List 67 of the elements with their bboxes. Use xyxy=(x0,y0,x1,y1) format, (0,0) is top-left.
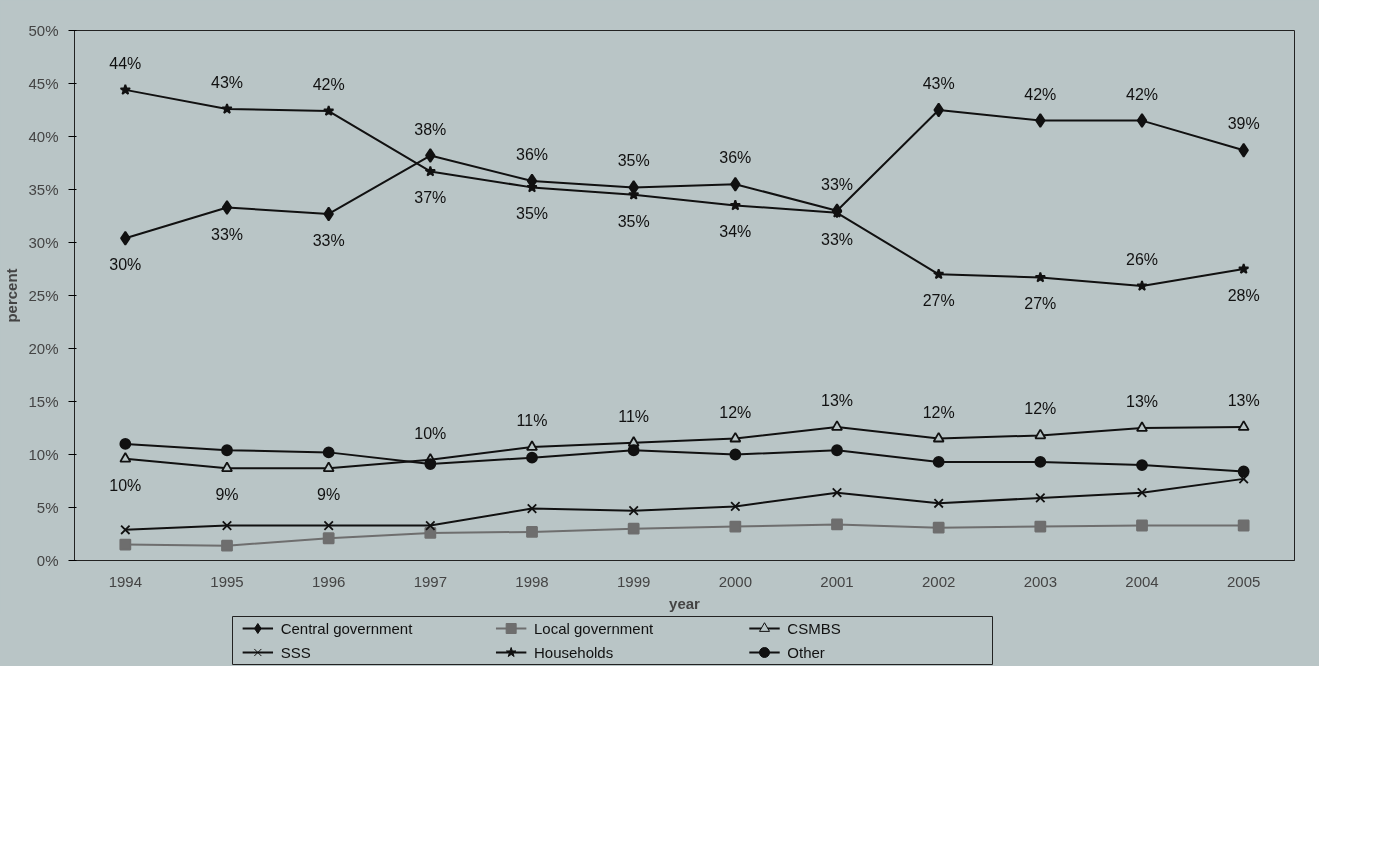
data-label: 35% xyxy=(617,152,650,170)
data-label: 10% xyxy=(109,476,142,494)
data-label: 13% xyxy=(1125,393,1159,410)
data-label: 33% xyxy=(820,230,854,248)
x-tick-label: 2002 xyxy=(921,572,956,590)
y-tick-label: 35% xyxy=(28,181,59,198)
x-tick-label: 1997 xyxy=(413,572,448,590)
y-tick-label: 50% xyxy=(28,22,59,39)
data-label: 33% xyxy=(312,231,345,249)
data-label: 37% xyxy=(414,189,447,207)
data-label: 44% xyxy=(109,54,142,72)
x-tick-label: 2003 xyxy=(1023,572,1058,590)
data-label: 13% xyxy=(820,391,854,409)
data-label: 26% xyxy=(1125,250,1159,268)
legend-label: CSMBS xyxy=(787,620,841,637)
data-label: 34% xyxy=(719,223,752,241)
y-tick-label: 0% xyxy=(36,552,59,569)
data-label: 33% xyxy=(820,175,854,193)
y-tick-label: 20% xyxy=(28,340,59,357)
y-tick-label: 5% xyxy=(36,499,59,516)
data-label: 11% xyxy=(516,412,548,430)
data-label: 35% xyxy=(617,212,650,230)
legend-label: Central government xyxy=(280,620,414,637)
y-tick-label: 25% xyxy=(28,287,59,304)
x-tick-label: 1999 xyxy=(616,572,651,590)
legend-label: SSS xyxy=(280,644,311,661)
data-label: 30% xyxy=(109,256,142,274)
data-label: 42% xyxy=(1125,85,1159,103)
y-tick-label: 15% xyxy=(28,393,59,410)
x-tick-label: 1995 xyxy=(210,572,244,590)
data-label: 38% xyxy=(414,120,447,138)
x-tick-label: 2001 xyxy=(820,572,854,590)
data-label: 43% xyxy=(922,75,955,92)
data-label: 27% xyxy=(922,292,955,310)
data-label: 12% xyxy=(719,403,752,421)
data-label: 9% xyxy=(317,486,341,504)
x-tick-label: 2004 xyxy=(1125,572,1159,590)
x-tick-label: 1994 xyxy=(108,572,143,590)
data-label: 42% xyxy=(1024,85,1057,103)
y-tick-label: 30% xyxy=(28,234,59,251)
data-label: 12% xyxy=(1024,400,1057,418)
x-axis-title: year xyxy=(669,594,701,612)
data-label: 10% xyxy=(414,424,447,442)
data-label: 33% xyxy=(210,225,244,243)
x-tick-label: 2005 xyxy=(1226,572,1261,590)
y-tick-label: 10% xyxy=(28,446,59,463)
legend-label: Local government xyxy=(533,620,655,637)
data-label: 42% xyxy=(312,76,345,94)
data-label: 27% xyxy=(1024,295,1057,313)
y-tick-label: 40% xyxy=(28,128,59,145)
x-tick-label: 1996 xyxy=(311,572,346,590)
data-label: 39% xyxy=(1227,115,1260,133)
data-label: 9% xyxy=(215,486,239,504)
data-label: 11% xyxy=(618,407,650,425)
data-label: 35% xyxy=(515,205,549,223)
data-label: 13% xyxy=(1227,391,1260,409)
data-label: 12% xyxy=(922,403,955,421)
x-tick-label: 1998 xyxy=(515,572,549,590)
legend-label: Households xyxy=(533,644,614,661)
y-tick-label: 45% xyxy=(28,75,59,92)
legend-label: Other xyxy=(787,644,825,661)
data-label: 28% xyxy=(1227,287,1260,304)
x-tick-label: 2000 xyxy=(718,572,753,590)
data-label: 36% xyxy=(515,146,549,164)
data-label: 43% xyxy=(210,73,244,91)
y-axis-title: percent xyxy=(3,268,21,323)
data-label: 36% xyxy=(719,149,752,167)
